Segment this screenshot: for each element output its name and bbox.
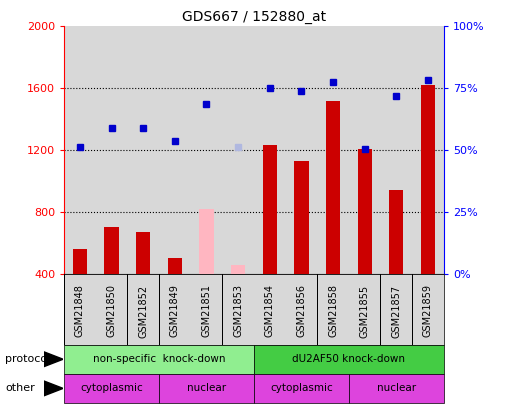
Bar <box>96 26 127 274</box>
Bar <box>358 149 372 274</box>
Text: GSM21848: GSM21848 <box>75 284 85 337</box>
Bar <box>263 145 277 274</box>
Bar <box>381 26 412 274</box>
Bar <box>127 26 159 274</box>
Text: GSM21850: GSM21850 <box>107 284 116 337</box>
Polygon shape <box>44 352 63 367</box>
Bar <box>168 258 182 274</box>
Bar <box>159 26 191 274</box>
Text: GSM21852: GSM21852 <box>138 284 148 337</box>
Text: dU2AF50 knock-down: dU2AF50 knock-down <box>292 354 405 364</box>
Text: GSM21853: GSM21853 <box>233 284 243 337</box>
Bar <box>389 190 403 274</box>
Bar <box>421 85 435 274</box>
Text: GSM21855: GSM21855 <box>360 284 370 337</box>
Bar <box>412 26 444 274</box>
Bar <box>136 232 150 274</box>
Bar <box>105 227 119 274</box>
Bar <box>326 100 340 274</box>
Bar <box>73 249 87 274</box>
Bar <box>254 26 286 274</box>
Text: cytoplasmic: cytoplasmic <box>270 384 333 393</box>
Bar <box>64 26 96 274</box>
Text: nuclear: nuclear <box>187 384 226 393</box>
Text: GSM21858: GSM21858 <box>328 284 338 337</box>
Text: nuclear: nuclear <box>377 384 416 393</box>
Text: protocol: protocol <box>5 354 50 364</box>
Text: cytoplasmic: cytoplasmic <box>80 384 143 393</box>
Text: GSM21856: GSM21856 <box>297 284 306 337</box>
Text: non-specific  knock-down: non-specific knock-down <box>93 354 225 364</box>
Text: GSM21854: GSM21854 <box>265 284 275 337</box>
Bar <box>286 26 317 274</box>
Title: GDS667 / 152880_at: GDS667 / 152880_at <box>182 10 326 24</box>
Text: other: other <box>5 384 35 393</box>
Bar <box>349 26 381 274</box>
Bar <box>294 161 308 274</box>
Bar <box>317 26 349 274</box>
Bar <box>191 26 222 274</box>
Bar <box>200 209 213 274</box>
Bar <box>222 26 254 274</box>
Text: GSM21859: GSM21859 <box>423 284 433 337</box>
Text: GSM21851: GSM21851 <box>202 284 211 337</box>
Text: GSM21849: GSM21849 <box>170 284 180 337</box>
Text: GSM21857: GSM21857 <box>391 284 401 337</box>
Bar <box>231 264 245 274</box>
Polygon shape <box>44 381 63 396</box>
